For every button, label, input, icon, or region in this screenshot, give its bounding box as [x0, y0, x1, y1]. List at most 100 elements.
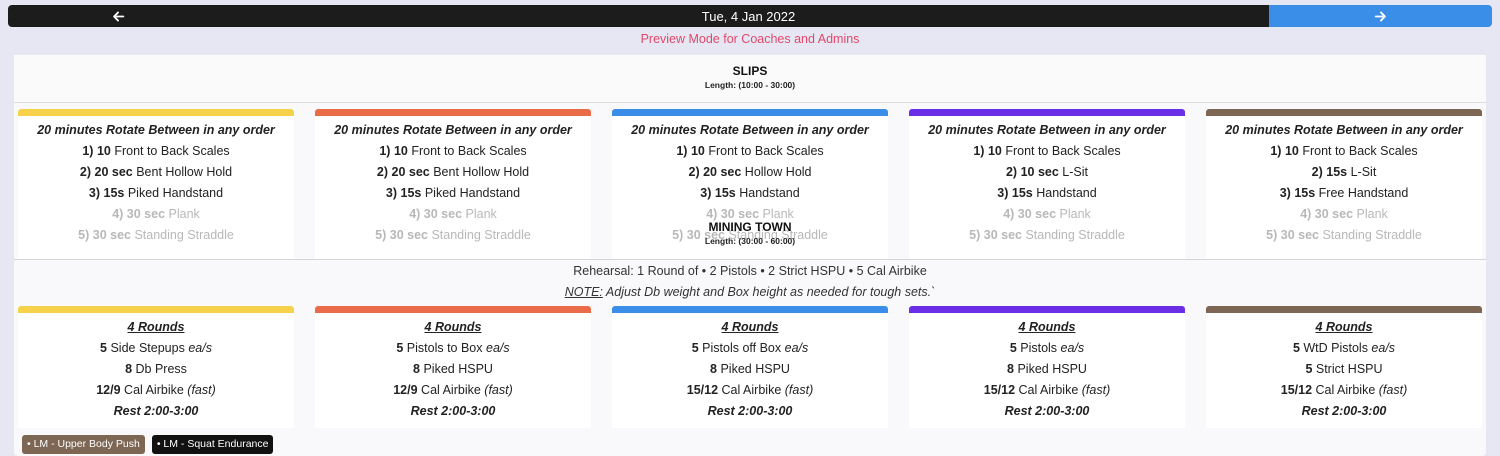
card-color-bar — [1206, 109, 1482, 116]
exercise-quantity: 5 — [1009, 341, 1017, 355]
exercise-name: Plank — [462, 207, 497, 221]
exercise-number: 2) — [79, 165, 95, 179]
exercise-name: Cal Airbike — [120, 383, 184, 397]
card-heading: 20 minutes Rotate Between in any order — [37, 123, 275, 137]
exercise-number: 4) — [112, 207, 127, 221]
exercise-name: WtD Pistols — [1299, 341, 1368, 355]
movement-tag[interactable]: • LM - Squat Endurance — [151, 435, 274, 454]
exercise-quantity: 15/12 — [983, 383, 1016, 397]
workout-card: 20 minutes Rotate Between in any order 1)… — [1206, 109, 1482, 259]
workout-card: 20 minutes Rotate Between in any order 1)… — [18, 109, 294, 259]
exercise-name: Bent Hollow Hold — [429, 165, 530, 179]
rounds-label: 4 Rounds — [1018, 320, 1076, 334]
exercise-line: 5 Pistols ea/s — [909, 338, 1185, 359]
exercise-name: Cal Airbike — [718, 383, 782, 397]
exercise-name: Db Press — [132, 362, 187, 376]
exercise-note: (fast) — [1375, 383, 1408, 397]
exercise-quantity: 10 — [393, 144, 408, 158]
exercise-line: 3) 15s Piked Handstand — [18, 183, 294, 204]
exercise-name: Handstand — [1032, 186, 1097, 200]
arrow-right-icon — [1374, 11, 1386, 21]
exercise-name: Free Handstand — [1315, 186, 1409, 200]
exercise-quantity: 30 sec — [126, 207, 166, 221]
exercise-number: 2) — [1005, 165, 1021, 179]
exercise-line: 5) 30 sec Standing Straddle — [1206, 225, 1482, 246]
exercise-number: 1) — [973, 144, 988, 158]
card-heading: 20 minutes Rotate Between in any order — [631, 123, 869, 137]
exercise-quantity: 20 sec — [94, 165, 133, 179]
exercise-line: 3) 15s Handstand — [612, 183, 888, 204]
rest-line: Rest 2:00-3:00 — [707, 404, 793, 418]
exercise-name: L-Sit — [1058, 165, 1088, 179]
exercise-quantity: 20 sec — [391, 165, 430, 179]
exercise-number: 3) — [88, 186, 104, 200]
slips-section-header: SLIPS Length: (10:00 - 30:00) — [14, 55, 1486, 103]
exercise-quantity: 5 — [1305, 362, 1313, 376]
date-navigation: Tue, 4 Jan 2022 — [8, 5, 1492, 27]
exercise-name: Strict HSPU — [1312, 362, 1383, 376]
movement-tag[interactable]: • LM - Upper Body Push — [22, 435, 145, 454]
exercise-number: 2) — [1311, 165, 1327, 179]
exercise-quantity: 10 — [987, 144, 1002, 158]
workout-card: 4 Rounds 5 Pistols ea/s 8 Piked HSPU 15/12 … — [909, 306, 1185, 428]
exercise-name: Front to Back Scales — [110, 144, 230, 158]
exercise-number: 5) — [78, 228, 93, 242]
exercise-quantity: 8 — [1007, 362, 1014, 376]
exercise-line: 12/9 Cal Airbike (fast) — [18, 380, 294, 401]
arrow-left-icon — [112, 11, 124, 21]
exercise-name: Plank — [165, 207, 200, 221]
card-heading: 4 Rounds — [1206, 317, 1482, 338]
exercise-quantity: 12/9 — [96, 383, 121, 397]
exercise-number: 1) — [379, 144, 394, 158]
exercise-line: 15/12 Cal Airbike (fast) — [612, 380, 888, 401]
rehearsal-text: Rehearsal: 1 Round of • 2 Pistols • 2 St… — [573, 264, 927, 278]
exercise-line: 8 Db Press — [18, 359, 294, 380]
previous-day-button[interactable] — [8, 5, 228, 27]
card-color-bar — [909, 306, 1185, 313]
exercise-quantity: 10 — [690, 144, 705, 158]
exercise-name: Pistols to Box — [403, 341, 483, 355]
exercise-quantity: 30 sec — [423, 207, 463, 221]
exercise-quantity: 30 sec — [983, 228, 1022, 242]
exercise-number: 5) — [1266, 228, 1281, 242]
mining-town-section-header: MINING TOWN Length: (30:00 - 60:00) — [614, 220, 886, 246]
exercise-line: 2) 20 sec Bent Hollow Hold — [315, 162, 591, 183]
current-date[interactable]: Tue, 4 Jan 2022 — [228, 5, 1269, 27]
exercise-quantity: 10 — [96, 144, 111, 158]
exercise-quantity: 30 sec — [1017, 207, 1057, 221]
exercise-quantity: 15s — [1326, 165, 1348, 179]
exercise-note: (fast) — [1078, 383, 1111, 397]
card-heading: 20 minutes Rotate Between in any order — [1225, 123, 1463, 137]
exercise-line: 12/9 Cal Airbike (fast) — [315, 380, 591, 401]
exercise-quantity: 8 — [413, 362, 420, 376]
rest-line: Rest 2:00-3:00 — [113, 404, 199, 418]
exercise-note: ea/s — [482, 341, 510, 355]
exercise-number: 3) — [1279, 186, 1295, 200]
exercise-note: ea/s — [1367, 341, 1396, 355]
workout-card: 4 Rounds 5 Side Stepups ea/s 8 Db Press 12/… — [18, 306, 294, 428]
exercise-line: 4) 30 sec Plank — [612, 204, 888, 225]
exercise-number: 5) — [969, 228, 984, 242]
exercise-quantity: 5 — [1292, 341, 1300, 355]
exercise-note: ea/s — [781, 341, 809, 355]
workout-card: 4 Rounds 5 Pistols to Box ea/s 8 Piked HSP… — [315, 306, 591, 428]
preview-mode-notice: Preview Mode for Coaches and Admins — [640, 32, 860, 46]
exercise-name: Piked HSPU — [717, 362, 790, 376]
exercise-line: 5) 30 sec Standing Straddle — [315, 225, 591, 246]
exercise-line: 1) 10 Front to Back Scales — [1206, 141, 1482, 162]
exercise-name: Piked Handstand — [124, 186, 224, 200]
card-color-bar — [1206, 306, 1482, 313]
rest-line: Rest 2:00-3:00 — [410, 404, 496, 418]
next-day-button[interactable] — [1269, 5, 1492, 27]
note-label: NOTE: — [564, 285, 603, 299]
exercise-line: 1) 10 Front to Back Scales — [909, 141, 1185, 162]
card-color-bar — [612, 306, 888, 313]
card-color-bar — [315, 109, 591, 116]
rounds-label: 4 Rounds — [127, 320, 185, 334]
exercise-line: 5 Pistols to Box ea/s — [315, 338, 591, 359]
exercise-name: Handstand — [735, 186, 800, 200]
exercise-name: Piked HSPU — [1014, 362, 1087, 376]
exercise-number: 4) — [706, 207, 721, 221]
exercise-line: 2) 20 sec Bent Hollow Hold — [18, 162, 294, 183]
exercise-number: 1) — [82, 144, 97, 158]
